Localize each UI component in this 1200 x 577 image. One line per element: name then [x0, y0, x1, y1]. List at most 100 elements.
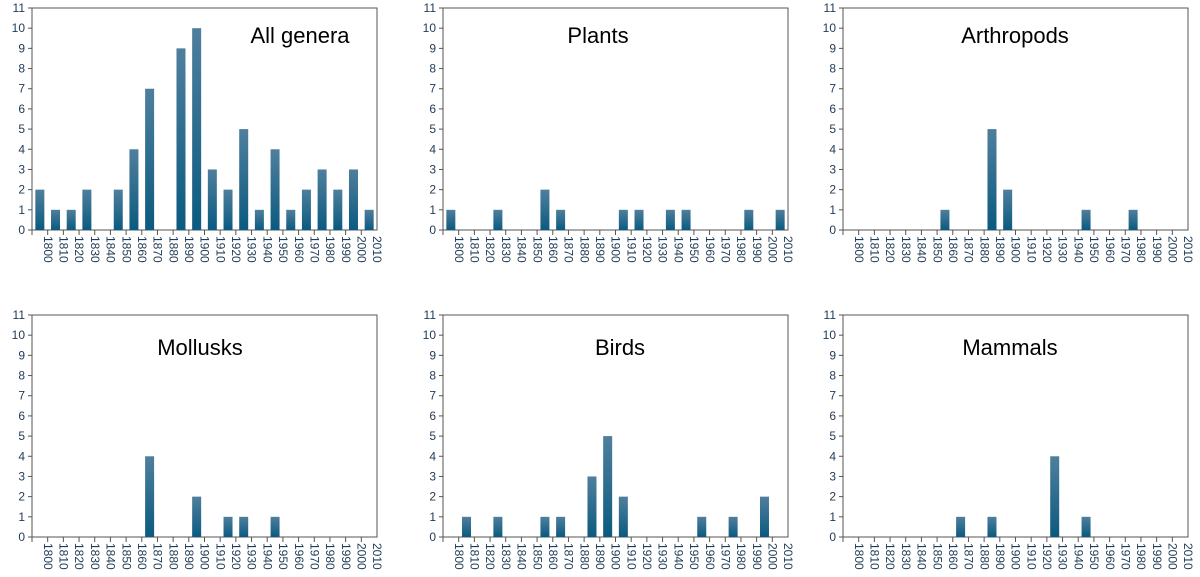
x-tick-label: 1870 — [562, 543, 576, 570]
x-tick-label: 1820 — [883, 543, 897, 570]
bar-1980 — [728, 516, 738, 537]
y-tick-label: 7 — [18, 389, 25, 403]
y-tick-label: 4 — [429, 449, 436, 463]
y-tick-label: 7 — [429, 82, 436, 96]
bar-1920 — [223, 189, 233, 230]
x-tick-label: 1990 — [339, 236, 353, 263]
y-tick-label: 0 — [18, 223, 25, 237]
y-tick-label: 6 — [429, 409, 436, 423]
bar-1950 — [1081, 209, 1091, 230]
x-tick-label: 1920 — [640, 236, 654, 263]
bar-2010 — [775, 209, 785, 230]
x-tick-label: 1820 — [883, 236, 897, 263]
bar-1890 — [587, 476, 597, 537]
x-tick-label: 1870 — [151, 543, 165, 570]
bar-1890 — [987, 516, 997, 537]
x-tick-label: 1990 — [750, 543, 764, 570]
y-tick-label: 0 — [829, 223, 836, 237]
x-tick-label: 1880 — [577, 543, 591, 570]
y-tick-label: 8 — [429, 62, 436, 76]
bar-1830 — [493, 516, 503, 537]
x-tick-label: 1980 — [1134, 543, 1148, 570]
x-tick-label: 1970 — [1118, 236, 1132, 263]
y-tick-label: 6 — [829, 102, 836, 116]
x-tick-label: 1900 — [198, 543, 212, 570]
y-tick-label: 6 — [18, 102, 25, 116]
x-tick-label: 1960 — [292, 236, 306, 263]
x-tick-label: 1980 — [734, 236, 748, 263]
y-tick-label: 1 — [429, 203, 436, 217]
x-tick-label: 1800 — [41, 236, 55, 263]
x-tick-label: 1960 — [292, 543, 306, 570]
y-tick-label: 10 — [823, 328, 837, 342]
bar-1960 — [697, 516, 707, 537]
y-tick-label: 0 — [829, 530, 836, 544]
x-tick-label: 1880 — [977, 543, 991, 570]
y-tick-label: 1 — [18, 203, 25, 217]
y-tick-label: 9 — [829, 348, 836, 362]
y-tick-label: 8 — [18, 369, 25, 383]
panel-title-mammals: Mammals — [962, 335, 1057, 360]
y-tick-label: 8 — [829, 369, 836, 383]
y-tick-label: 10 — [423, 21, 437, 35]
y-tick-label: 1 — [829, 510, 836, 524]
bar-1990 — [333, 189, 343, 230]
bar-1900 — [192, 28, 202, 230]
y-tick-label: 5 — [429, 122, 436, 136]
x-tick-label: 1940 — [260, 236, 274, 263]
bar-1950 — [270, 149, 280, 230]
bar-1910 — [207, 169, 217, 230]
panel-title-arthropods: Arthropods — [961, 23, 1069, 48]
bar-1950 — [681, 209, 691, 230]
x-tick-label: 1910 — [1024, 543, 1038, 570]
x-tick-label: 1900 — [1009, 543, 1023, 570]
y-tick-label: 0 — [429, 223, 436, 237]
x-tick-label: 2000 — [1165, 543, 1179, 570]
x-tick-label: 1830 — [88, 236, 102, 263]
x-tick-label: 1890 — [593, 236, 607, 263]
x-tick-label: 1960 — [703, 236, 717, 263]
x-tick-label: 1820 — [72, 543, 86, 570]
y-tick-label: 3 — [429, 162, 436, 176]
y-tick-label: 11 — [13, 1, 26, 15]
x-tick-label: 2010 — [370, 236, 384, 263]
y-tick-label: 3 — [18, 162, 25, 176]
x-tick-label: 1840 — [515, 543, 529, 570]
x-tick-label: 1940 — [1071, 236, 1085, 263]
x-tick-label: 2000 — [765, 543, 779, 570]
x-tick-label: 2010 — [1181, 543, 1195, 570]
bar-1860 — [540, 516, 550, 537]
x-tick-label: 1890 — [593, 543, 607, 570]
x-tick-label: 1910 — [213, 236, 227, 263]
x-tick-label: 1800 — [852, 543, 866, 570]
bar-1860 — [129, 149, 139, 230]
bar-1860 — [540, 189, 550, 230]
x-tick-label: 2010 — [1181, 236, 1195, 263]
x-tick-label: 1850 — [119, 236, 133, 263]
y-tick-label: 7 — [429, 389, 436, 403]
x-tick-label: 1860 — [135, 236, 149, 263]
y-tick-label: 8 — [429, 369, 436, 383]
x-tick-label: 1990 — [339, 543, 353, 570]
bar-1830 — [82, 189, 92, 230]
y-tick-label: 10 — [423, 328, 437, 342]
x-tick-label: 1990 — [750, 236, 764, 263]
x-tick-label: 2010 — [781, 236, 795, 263]
x-tick-label: 1930 — [1056, 543, 1070, 570]
y-tick-label: 3 — [429, 469, 436, 483]
y-tick-label: 8 — [829, 62, 836, 76]
x-tick-label: 1880 — [166, 236, 180, 263]
panel-title-mollusks: Mollusks — [157, 335, 243, 360]
x-tick-label: 1890 — [182, 236, 196, 263]
x-tick-label: 1860 — [135, 543, 149, 570]
x-tick-label: 1990 — [1150, 543, 1164, 570]
y-tick-label: 5 — [429, 429, 436, 443]
y-tick-label: 5 — [829, 122, 836, 136]
x-tick-label: 1920 — [1040, 543, 1054, 570]
bar-1870 — [145, 88, 155, 231]
bar-1800 — [35, 189, 45, 230]
x-tick-label: 1810 — [868, 236, 882, 263]
y-tick-label: 6 — [18, 409, 25, 423]
x-tick-label: 1840 — [104, 236, 118, 263]
y-tick-label: 3 — [829, 469, 836, 483]
